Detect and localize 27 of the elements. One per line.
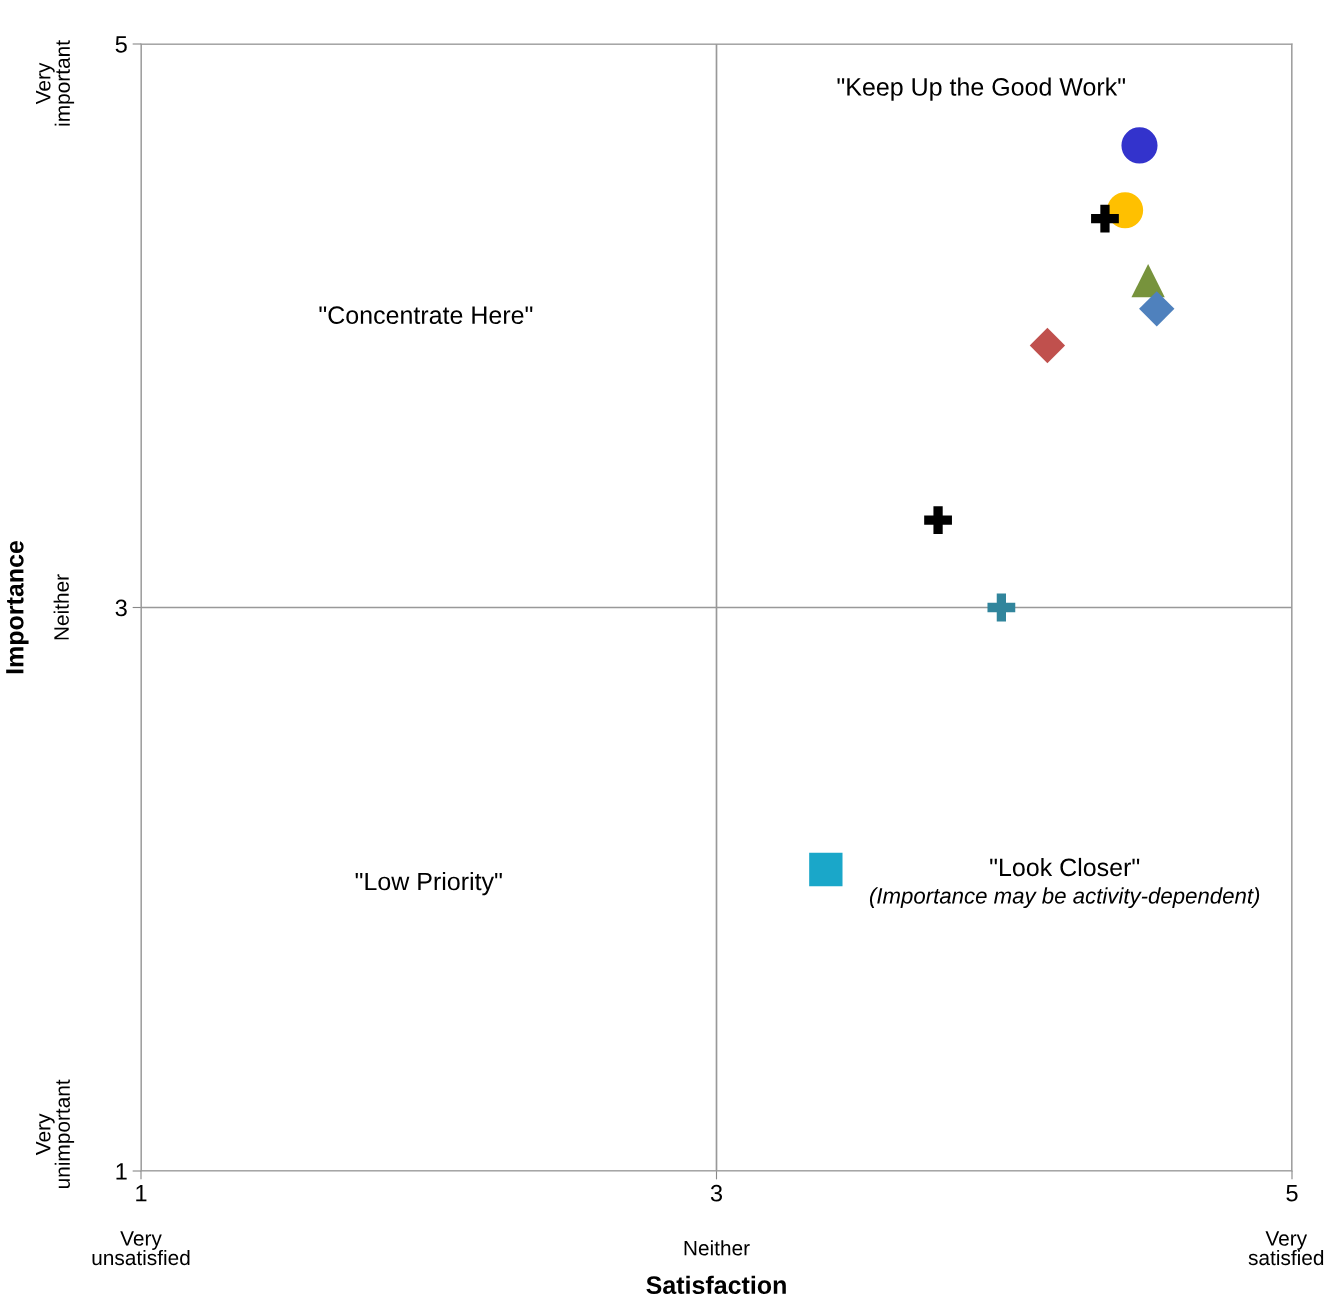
- x-tick-label: 1: [136, 1185, 147, 1202]
- point: [987, 593, 1016, 622]
- point: [1029, 327, 1066, 364]
- x-tick-label: 5: [1286, 1185, 1298, 1202]
- x-axis-title: Satisfaction: [646, 1275, 786, 1295]
- text: Very important: [36, 40, 75, 126]
- annotation: (Importance may be activity-dependent): [869, 887, 1260, 909]
- point: [809, 852, 843, 887]
- point: [1121, 127, 1158, 164]
- annotation: "Look Closer": [990, 857, 1140, 877]
- text: Neither: [684, 1240, 750, 1256]
- y-axis-title: Importance: [6, 540, 29, 674]
- text: Very unimportant: [36, 1079, 75, 1189]
- annotation: "Concentrate Here": [319, 306, 533, 325]
- y-tick-label: 1: [116, 1163, 127, 1180]
- point: [924, 506, 952, 535]
- text: Very satisfied: [1248, 1231, 1324, 1266]
- y-tick-label: 3: [115, 599, 127, 617]
- point: [1139, 291, 1175, 327]
- text: Neither: [53, 574, 69, 640]
- x-tick-label: 3: [710, 1184, 723, 1202]
- y-tick-label: 5: [115, 36, 127, 53]
- point: [1091, 204, 1119, 233]
- annotation: "Keep Up the Good Work": [837, 77, 1126, 101]
- point: [1131, 264, 1165, 298]
- annotation: "Low Priority": [355, 871, 502, 896]
- text: Very unsatisfied: [92, 1231, 190, 1266]
